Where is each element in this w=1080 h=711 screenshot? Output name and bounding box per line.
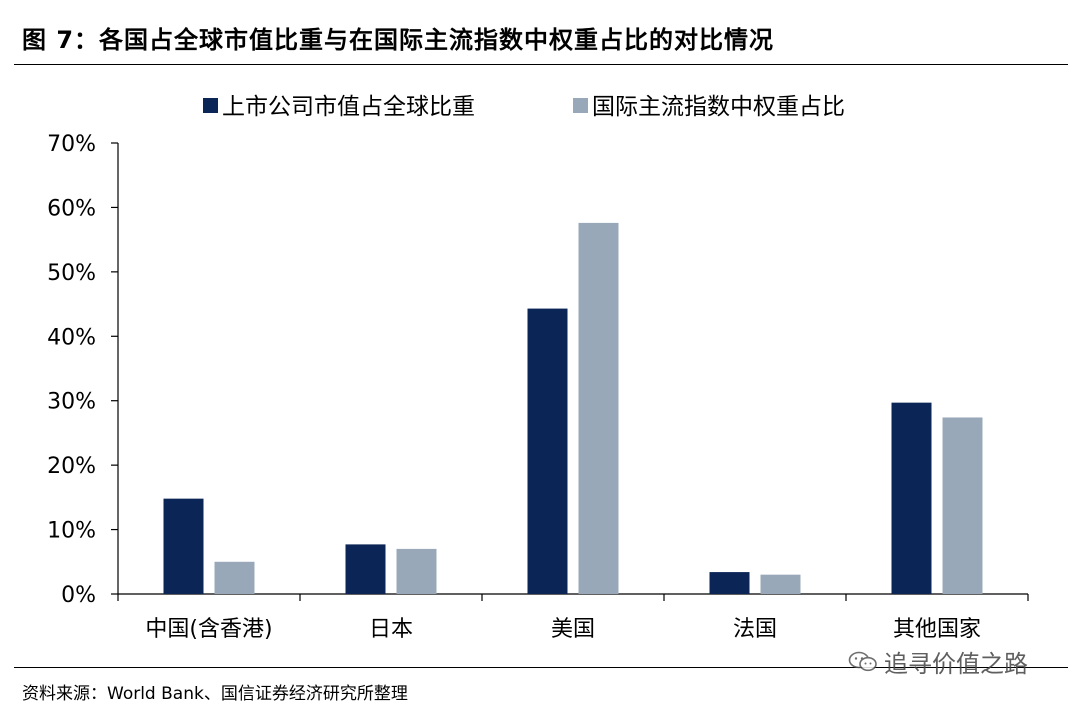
- y-tick-label: 60%: [47, 196, 96, 221]
- bar-series-2: [396, 548, 437, 594]
- chart-legend: 上市公司市值占全球比重 国际主流指数中权重占比: [203, 94, 845, 120]
- bar-series-1: [709, 572, 750, 594]
- bar-series-1: [163, 498, 204, 594]
- wechat-icon: [848, 651, 877, 671]
- title-rule: [14, 64, 1068, 65]
- x-tick-label: 日本: [369, 617, 413, 642]
- source-rule: [14, 667, 1068, 668]
- y-tick-label: 20%: [47, 454, 96, 479]
- source-note: 资料来源：World Bank、国信证券经济研究所整理: [22, 684, 408, 704]
- bar-series-1: [345, 544, 386, 594]
- bar-series-2: [760, 574, 801, 594]
- bar-series-1: [527, 308, 568, 594]
- y-axis: 0% 10% 20% 30% 40% 50% 60% 70%: [47, 132, 119, 608]
- y-tick-label: 40%: [47, 325, 96, 350]
- y-tick-label: 10%: [47, 519, 96, 544]
- bar-chart: 上市公司市值占全球比重 国际主流指数中权重占比 0% 10% 20% 30% 40% 50%…: [47, 94, 1029, 642]
- legend-swatch: [203, 98, 218, 113]
- y-tick-label: 0%: [61, 583, 96, 608]
- watermark: 追寻价值之路: [848, 644, 1028, 679]
- x-tick-label: 其他国家: [893, 617, 981, 642]
- figure-title: 图 7：各国占全球市值比重与在国际主流指数中权重占比的对比情况: [22, 26, 775, 54]
- bar-series-2: [578, 222, 619, 595]
- bars: [163, 222, 983, 595]
- legend-swatch: [573, 98, 588, 113]
- watermark-text: 追寻价值之路: [884, 650, 1028, 678]
- y-tick-label: 30%: [47, 390, 96, 415]
- y-tick-label: 70%: [47, 132, 96, 157]
- legend-label: 上市公司市值占全球比重: [222, 94, 475, 120]
- x-axis: 中国(含香港) 日本 美国 法国 其他国家: [117, 593, 1029, 642]
- bar-series-2: [942, 417, 983, 594]
- x-tick-label: 中国(含香港): [145, 617, 272, 642]
- legend-label: 国际主流指数中权重占比: [592, 94, 845, 120]
- x-tick-label: 法国: [733, 617, 777, 642]
- bar-series-1: [891, 402, 932, 594]
- y-tick-label: 50%: [47, 261, 96, 286]
- x-tick-label: 美国: [551, 617, 595, 642]
- bar-series-2: [214, 561, 255, 594]
